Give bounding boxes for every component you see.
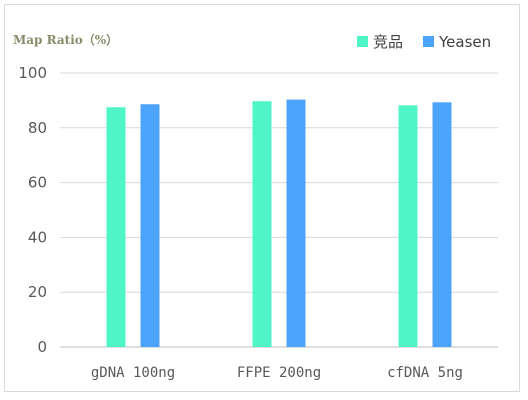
x-category-label: cfDNA 5ng — [387, 365, 463, 381]
x-category-label: gDNA 100ng — [91, 365, 175, 381]
bar-yeasen-2 — [432, 102, 452, 348]
bar-yeasen-0 — [140, 104, 160, 348]
legend-swatch-1 — [423, 36, 434, 47]
y-tick-label: 100 — [18, 64, 47, 82]
bar-yeasen-1 — [286, 99, 306, 347]
y-tick-label: 20 — [28, 283, 47, 301]
bar-competitor-1 — [252, 101, 272, 347]
y-tick-label: 0 — [37, 338, 47, 356]
legend-label-0: 竞品 — [373, 33, 403, 51]
y-tick-label: 60 — [28, 174, 47, 192]
y-axis-label: Map Ratio（%） — [13, 32, 118, 47]
bar-competitor-2 — [398, 105, 418, 347]
y-tick-label: 80 — [28, 119, 47, 137]
y-tick-label: 40 — [28, 228, 47, 246]
legend-swatch-0 — [357, 36, 368, 47]
bar-competitor-0 — [106, 107, 126, 347]
legend-label-1: Yeasen — [438, 33, 491, 51]
legend: 竞品 Yeasen — [357, 33, 491, 51]
x-category-label: FFPE 200ng — [237, 365, 321, 381]
